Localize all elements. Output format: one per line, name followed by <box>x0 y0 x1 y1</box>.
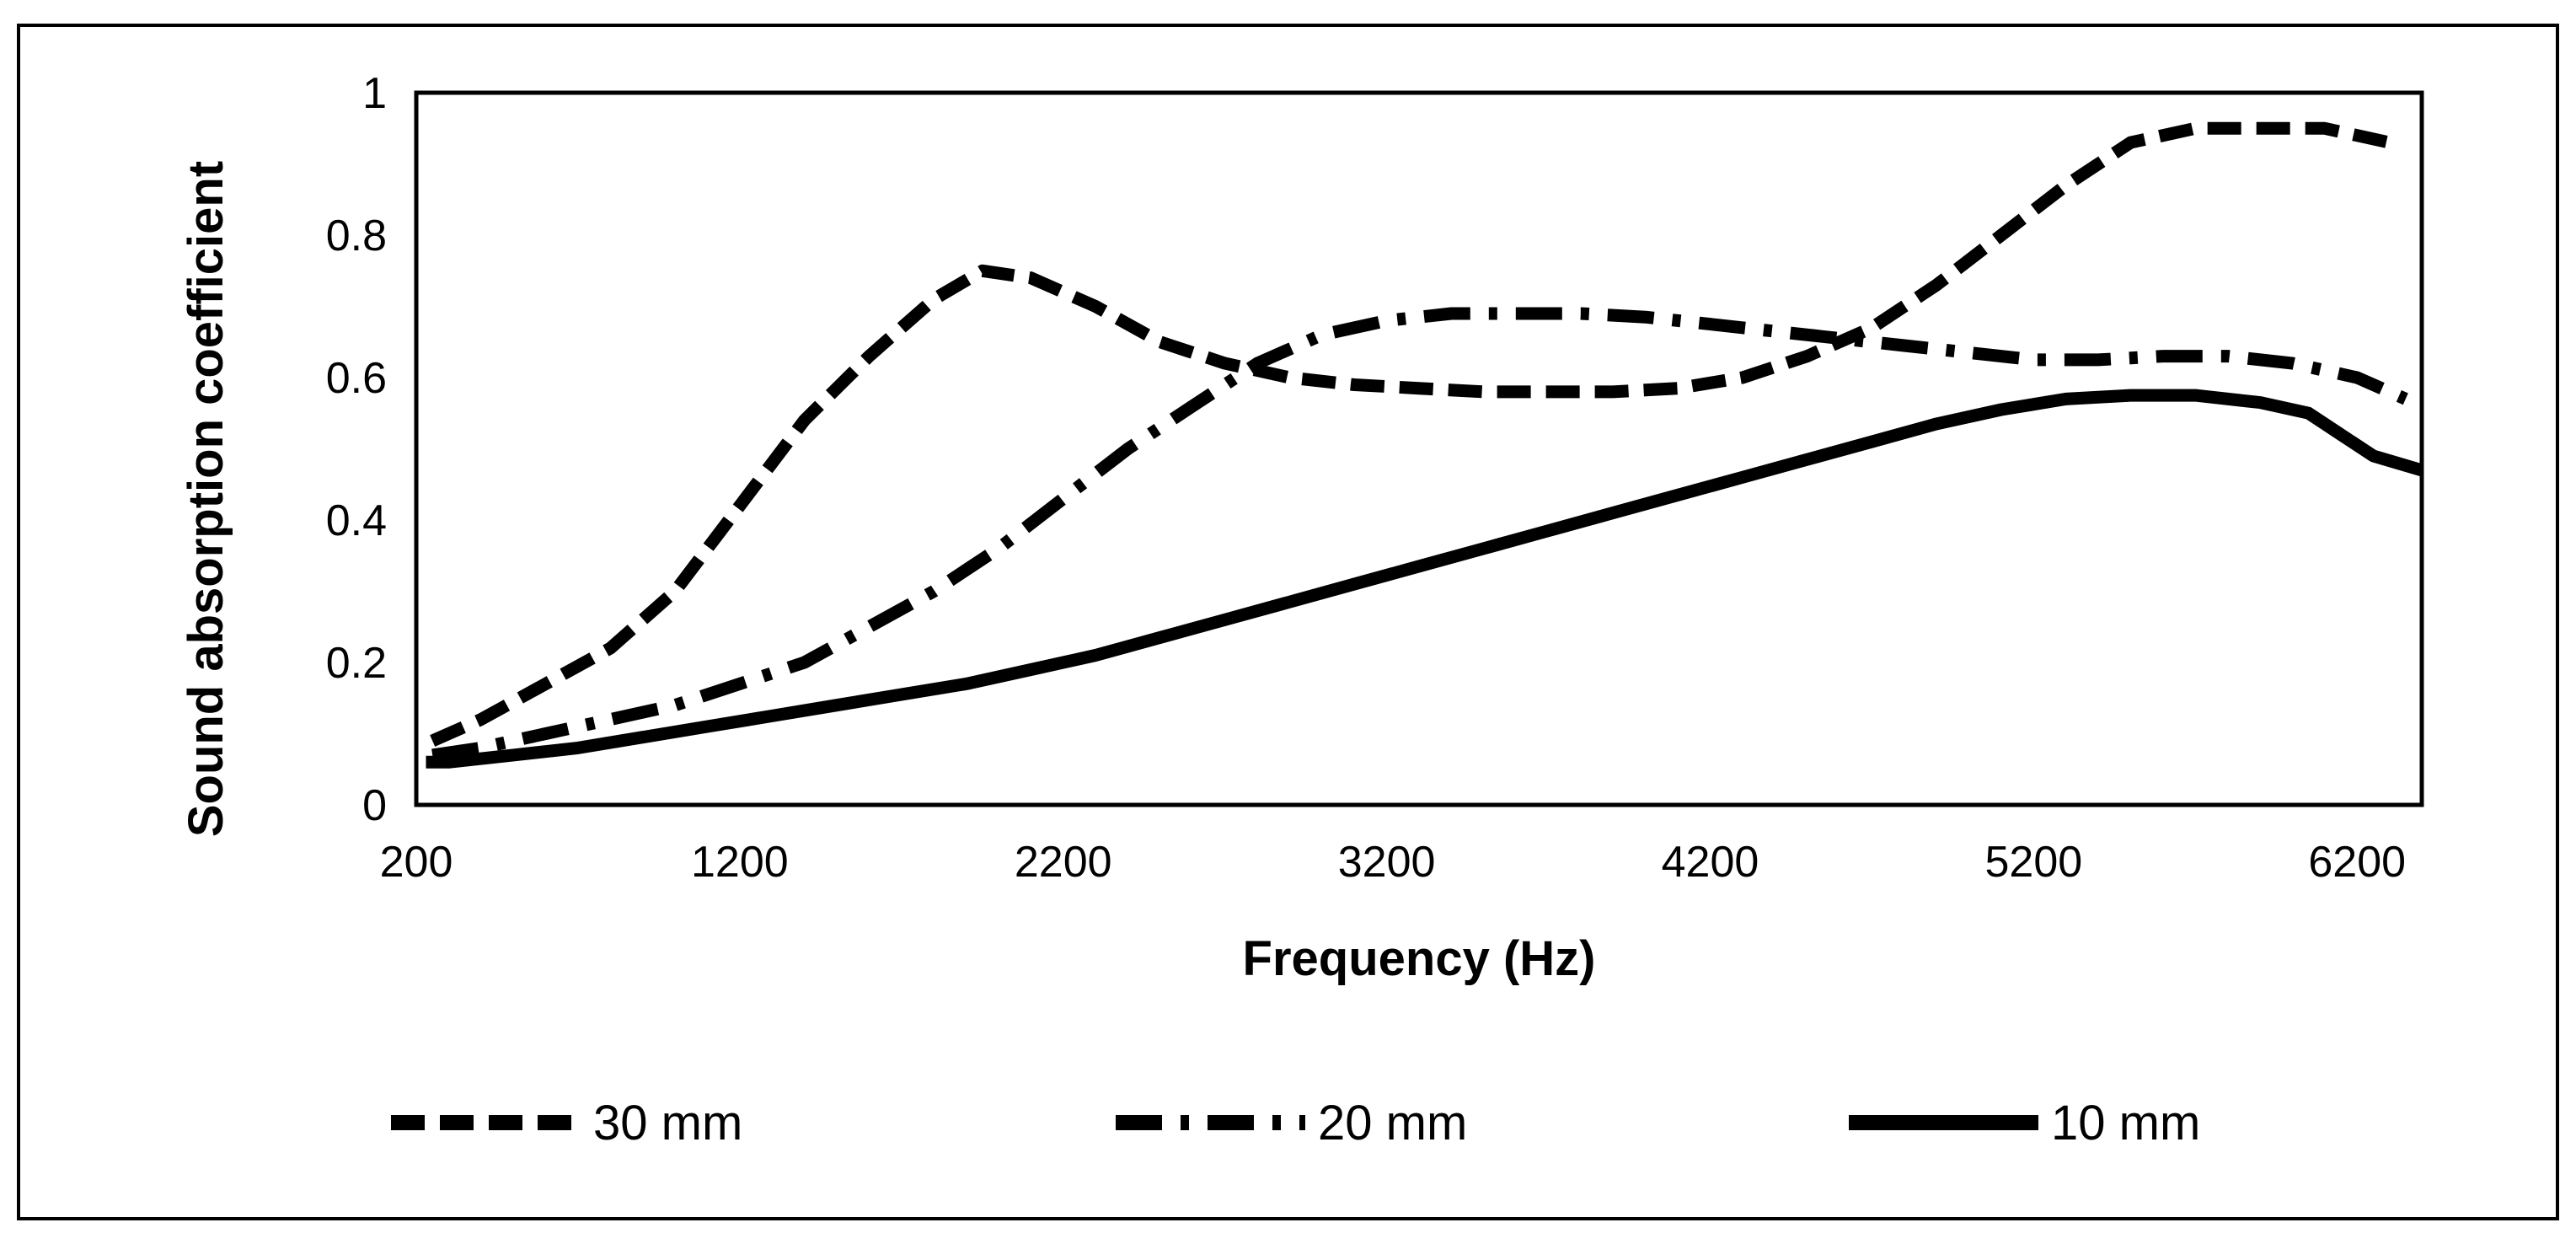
series-line-10mm <box>426 389 2424 769</box>
x-tick-label: 1200 <box>691 838 789 887</box>
y-tick-label: 1 <box>362 69 387 118</box>
x-tick-labels: 200 1200 2200 3200 4200 5200 6200 <box>380 838 2406 887</box>
y-tick-label: 0.8 <box>326 212 387 260</box>
series-lines <box>426 121 2424 769</box>
x-tick-label: 200 <box>380 838 453 887</box>
legend-label-30mm: 30 mm <box>593 1096 742 1150</box>
y-tick-label: 0 <box>362 781 387 830</box>
legend-item-10mm: 10 mm <box>1849 1096 2200 1150</box>
y-tick-label: 0.4 <box>326 496 387 545</box>
legend-item-30mm: 30 mm <box>391 1096 742 1150</box>
plot-area <box>414 90 2424 807</box>
x-tick-label: 4200 <box>1662 838 1759 887</box>
chart-svg: 0 0.2 0.4 0.6 0.8 1 200 1200 2200 3200 4200 5200 62… <box>179 69 2424 1150</box>
x-axis-title: Frequency (Hz) <box>1243 931 1596 986</box>
x-tick-label: 2200 <box>1015 838 1112 887</box>
y-tick-label: 0.6 <box>326 354 387 403</box>
x-tick-label: 5200 <box>1985 838 2083 887</box>
legend-item-20mm: 20 mm <box>1116 1096 1467 1150</box>
series-line-30mm <box>430 121 2391 747</box>
x-tick-label: 3200 <box>1338 838 1436 887</box>
y-axis-title: Sound absorption coefficient <box>179 161 233 837</box>
y-tick-label: 0.2 <box>326 639 387 688</box>
series-line-20mm <box>431 307 2408 762</box>
x-tick-label: 6200 <box>2308 838 2406 887</box>
legend-label-10mm: 10 mm <box>2051 1096 2200 1150</box>
legend-label-20mm: 20 mm <box>1318 1096 1467 1150</box>
legend: 30 mm 20 mm 10 mm <box>391 1096 2200 1150</box>
y-tick-labels: 0 0.2 0.4 0.6 0.8 1 <box>326 69 387 830</box>
chart-frame: 0 0.2 0.4 0.6 0.8 1 200 1200 2200 3200 4200 5200 62… <box>17 24 2559 1220</box>
